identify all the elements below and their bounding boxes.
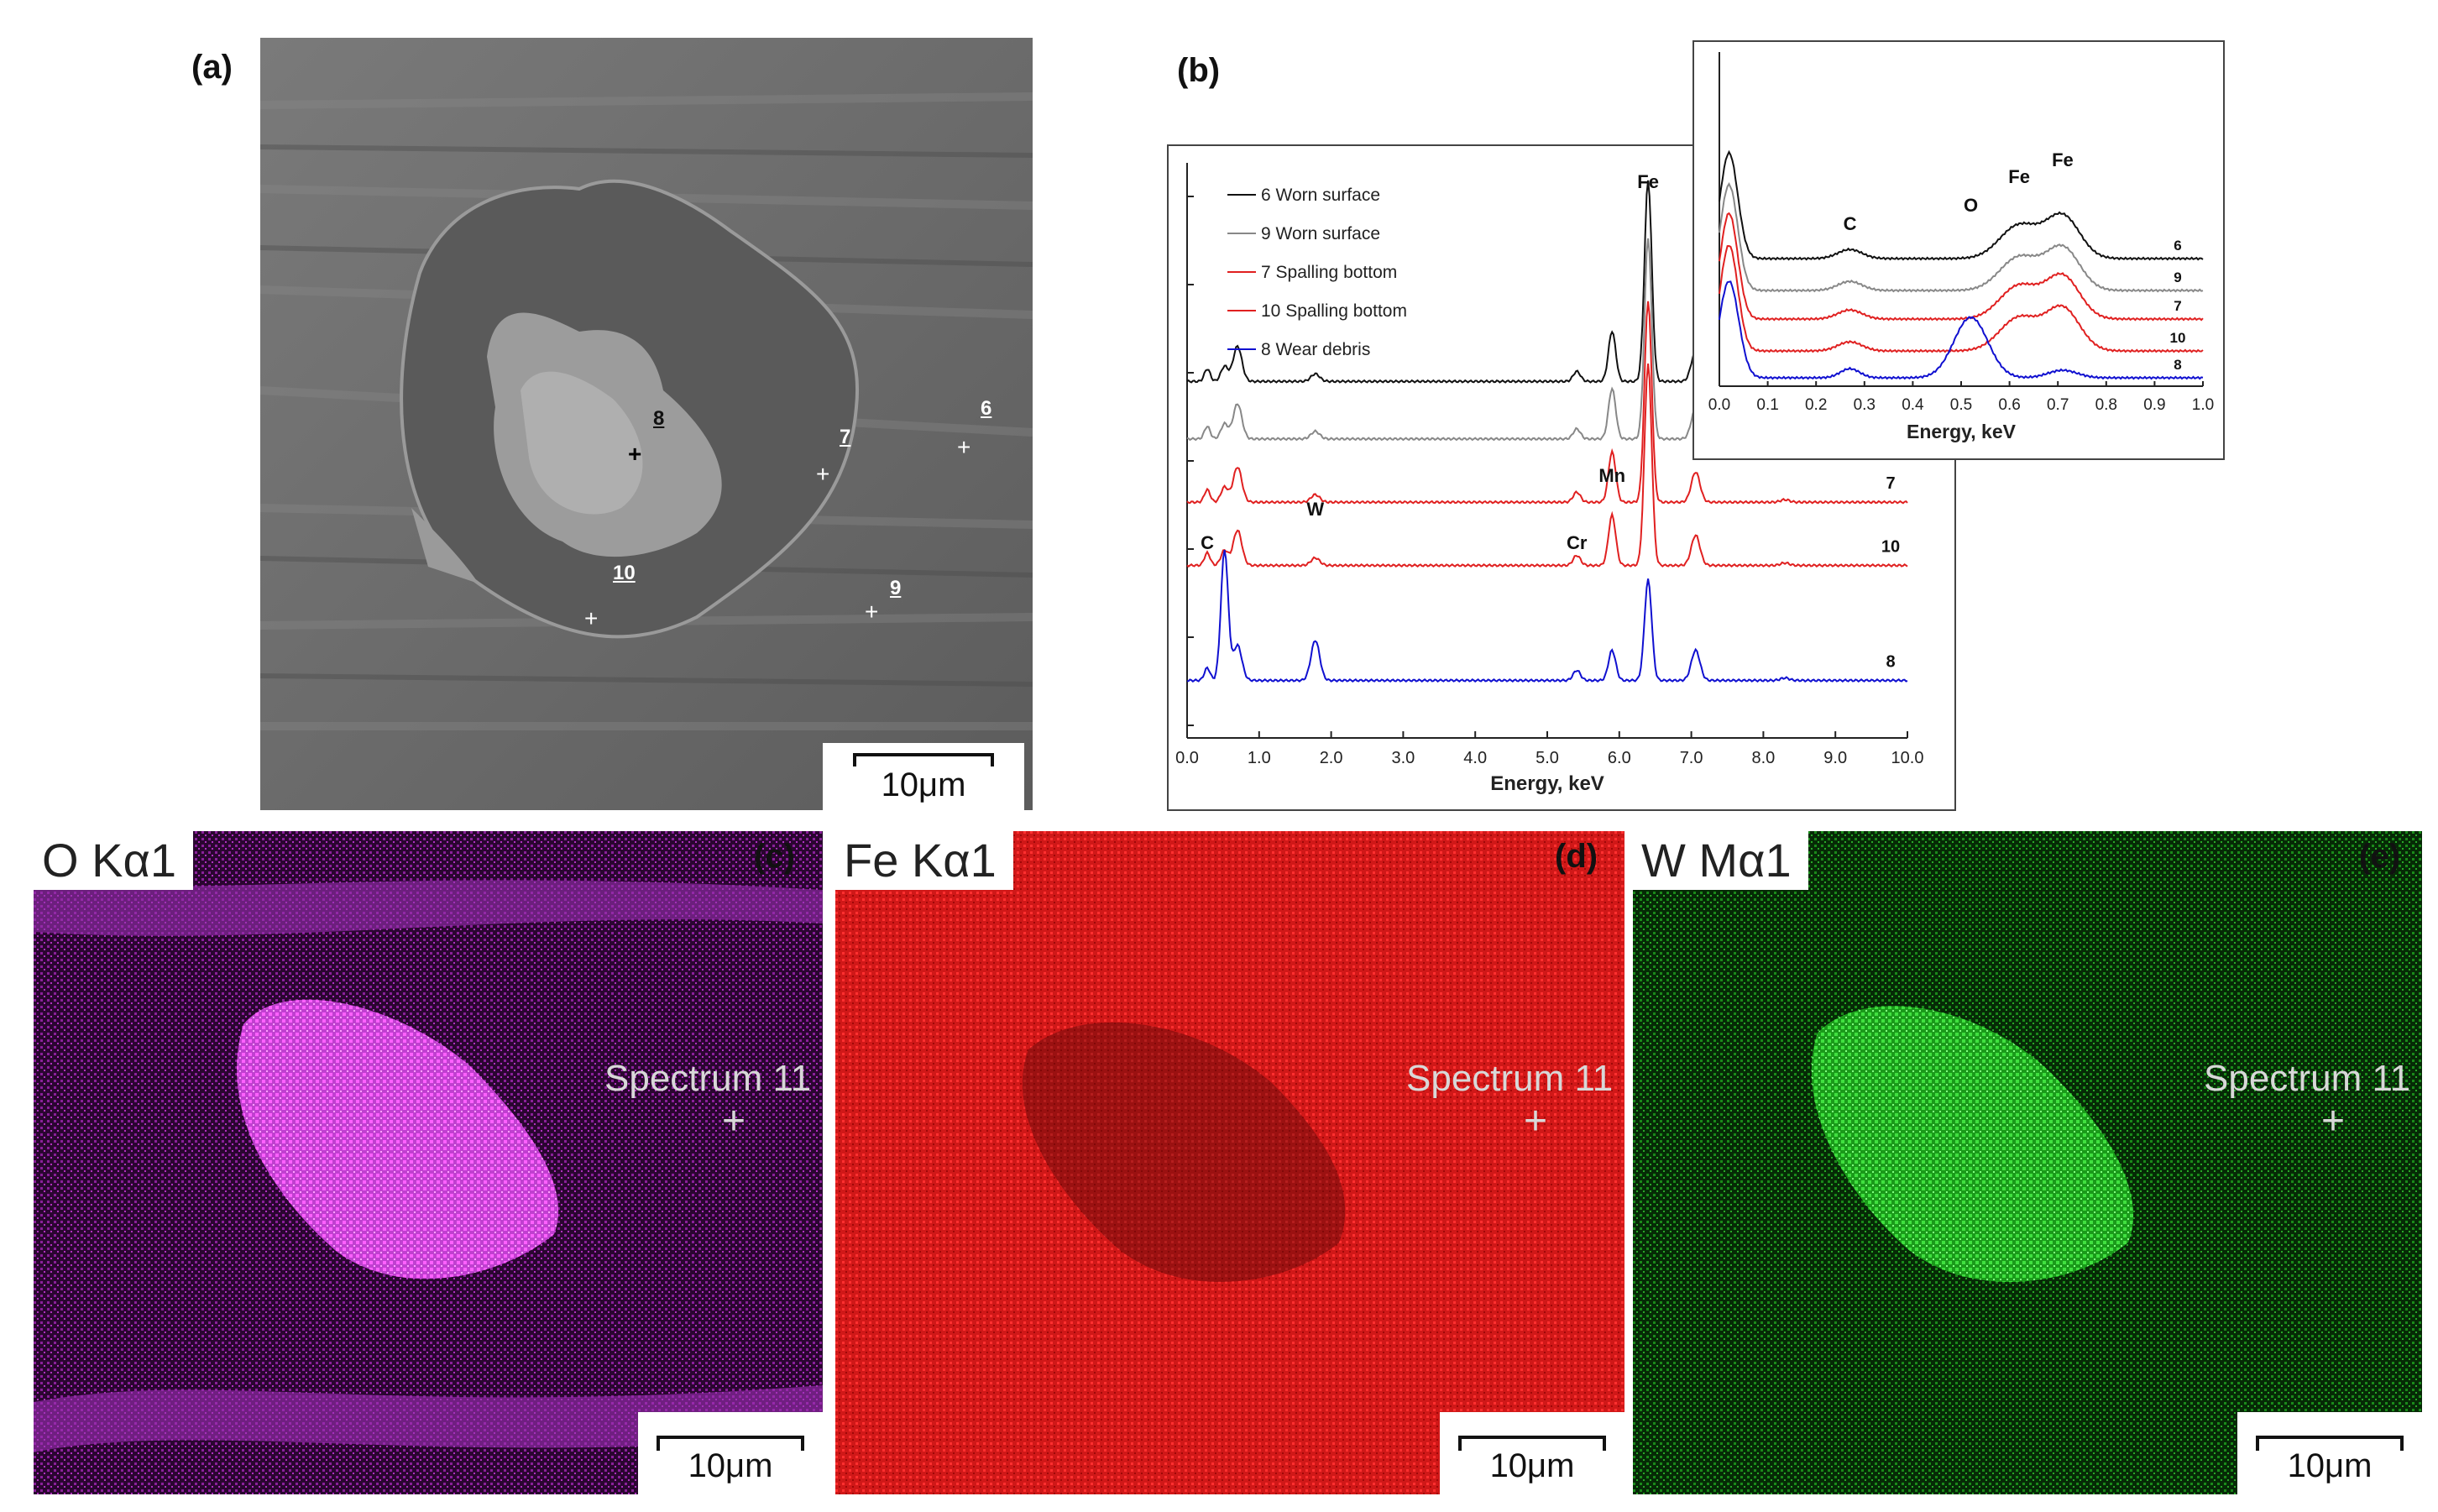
inset-series-line <box>1719 149 2204 261</box>
scale-bar-d-text: 10μm <box>1489 1447 1575 1484</box>
inset-peak-label: O <box>1964 195 1978 216</box>
point-marker-9: + <box>865 599 879 625</box>
main-peak-label: W <box>1306 499 1324 520</box>
inset-x-tick-label: 0.3 <box>1854 396 1876 414</box>
panel-a-label: (a) <box>191 49 233 86</box>
fe-map-spectrum-marker: + <box>1524 1099 1548 1143</box>
point-marker-7: + <box>816 461 830 487</box>
inset-x-tick-label: 1.0 <box>2192 396 2214 414</box>
w-map-spectrum-marker: + <box>2321 1099 2346 1143</box>
eds-main-plot: 0.0 1.0 2.0 3.0 4.0 5.0 6.0 7.0 8.0 9.0 10.0 Energy… <box>1175 163 1924 795</box>
inset-x-tick-label: 0.6 <box>1998 396 2020 414</box>
inset-peak-label: C <box>1844 213 1857 234</box>
w-map-title: W Mα1 <box>1633 831 1808 890</box>
main-x-tick-label: 1.0 <box>1248 749 1271 767</box>
main-peak-label: Cr <box>1567 532 1588 553</box>
point-marker-8: + <box>628 441 642 467</box>
sem-image: + 8 + 7 + 6 + 9 + 10 10μm <box>260 38 1033 810</box>
inset-x-tick-label: 0.7 <box>2047 396 2069 414</box>
main-x-tick-label: 7.0 <box>1680 749 1703 767</box>
o-map-spectrum-label: Spectrum 11 <box>604 1058 812 1099</box>
main-peak-label: Mn <box>1598 465 1625 486</box>
sem-texture <box>260 38 1033 810</box>
scale-bar-e: 10μm <box>2237 1412 2422 1494</box>
inset-curve-label: 10 <box>2170 330 2186 346</box>
eds-inset-chart: 0.0 0.1 0.2 0.3 0.4 0.5 0.6 0.7 0.8 0.9 1.0 Energy,… <box>1692 40 2225 460</box>
inset-series-line <box>1719 280 2204 380</box>
o-map-title: O Kα1 <box>34 831 193 890</box>
main-curve-label: 8 <box>1886 653 1895 672</box>
inset-curve-label: 6 <box>2174 238 2181 254</box>
inset-curve-label: 8 <box>2174 357 2181 373</box>
main-series-line <box>1186 301 1908 505</box>
scale-bar-a: 10μm <box>823 743 1024 810</box>
scale-bar-d: 10μm <box>1440 1412 1624 1494</box>
inset-series-line <box>1719 212 2204 322</box>
main-x-tick-label: 10.0 <box>1891 749 1924 767</box>
panel-c-label: (c) <box>754 838 795 875</box>
point-label-10: 10 <box>613 562 636 584</box>
inset-curve-label: 9 <box>2174 269 2181 285</box>
point-label-7: 7 <box>840 426 851 448</box>
w-map-texture <box>1633 831 2422 1494</box>
main-x-axis-label: Energy, keV <box>1490 772 1604 795</box>
main-peak-label: C <box>1201 532 1214 553</box>
inset-x-tick-label: 0.5 <box>1950 396 1972 414</box>
main-legend-entry: 9 Worn surface <box>1261 224 1380 243</box>
o-map-spectrum-marker: + <box>722 1099 746 1143</box>
inset-peak-label: Fe <box>2052 149 2074 170</box>
panel-e-label: (e) <box>2359 838 2400 875</box>
point-marker-10: + <box>584 605 599 631</box>
scale-bar-a-text: 10μm <box>881 766 966 803</box>
inset-x-tick-label: 0.8 <box>2095 396 2117 414</box>
main-x-tick-label: 0.0 <box>1175 749 1199 767</box>
main-legend-entry: 10 Spalling bottom <box>1261 301 1407 321</box>
inset-curve-label: 7 <box>2174 298 2181 314</box>
main-x-tick-label: 5.0 <box>1536 749 1559 767</box>
o-map: O Kα1 Spectrum 11 + 10μm <box>34 831 823 1494</box>
point-label-8: 8 <box>653 407 665 430</box>
main-legend-entry: 6 Worn surface <box>1261 186 1380 205</box>
main-x-tick-label: 9.0 <box>1823 749 1847 767</box>
main-curve-label: 7 <box>1886 474 1895 493</box>
main-curve-label: 10 <box>1881 538 1900 557</box>
scale-bar-c: 10μm <box>638 1412 823 1494</box>
main-legend-entry: 8 Wear debris <box>1261 340 1370 359</box>
main-x-tick-label: 8.0 <box>1751 749 1775 767</box>
main-series-line <box>1186 549 1908 683</box>
point-marker-6: + <box>957 434 971 460</box>
eds-inset-plot: 0.0 0.1 0.2 0.3 0.4 0.5 0.6 0.7 0.8 0.9 1.0 Energy,… <box>1708 52 2214 442</box>
main-x-tick-label: 2.0 <box>1320 749 1343 767</box>
inset-x-tick-label: 0.1 <box>1756 396 1778 414</box>
inset-series-line <box>1719 181 2204 293</box>
main-peak-label: Fe <box>1637 171 1659 192</box>
main-x-tick-label: 6.0 <box>1608 749 1631 767</box>
scale-bar-e-text: 10μm <box>2287 1447 2373 1484</box>
inset-x-tick-label: 0.0 <box>1708 396 1730 414</box>
inset-x-tick-label: 0.4 <box>1902 396 1924 414</box>
o-map-texture <box>34 831 823 1494</box>
inset-series-line <box>1719 244 2204 353</box>
point-label-9: 9 <box>890 577 902 599</box>
point-label-6: 6 <box>981 397 992 420</box>
fe-map-spectrum-label: Spectrum 11 <box>1406 1058 1614 1099</box>
inset-x-tick-label: 0.2 <box>1805 396 1827 414</box>
panel-b-label: (b) <box>1177 52 1221 89</box>
scale-bar-c-text: 10μm <box>688 1447 773 1484</box>
main-series-line <box>1186 364 1908 568</box>
main-x-tick-label: 4.0 <box>1463 749 1487 767</box>
main-x-tick-label: 3.0 <box>1391 749 1415 767</box>
fe-map-title: Fe Kα1 <box>835 831 1013 890</box>
inset-x-axis-label: Energy, keV <box>1907 421 2017 442</box>
w-map-spectrum-label: Spectrum 11 <box>2204 1058 2411 1099</box>
panel-d-label: (d) <box>1555 838 1598 875</box>
w-map: W Mα1 Spectrum 11 + 10μm <box>1633 831 2422 1494</box>
inset-peak-label: Fe <box>2008 166 2030 187</box>
main-legend-entry: 7 Spalling bottom <box>1261 263 1397 282</box>
fe-map: Fe Kα1 Spectrum 11 + 10μm <box>835 831 1624 1494</box>
fe-map-texture <box>835 831 1624 1494</box>
inset-x-tick-label: 0.9 <box>2143 396 2165 414</box>
